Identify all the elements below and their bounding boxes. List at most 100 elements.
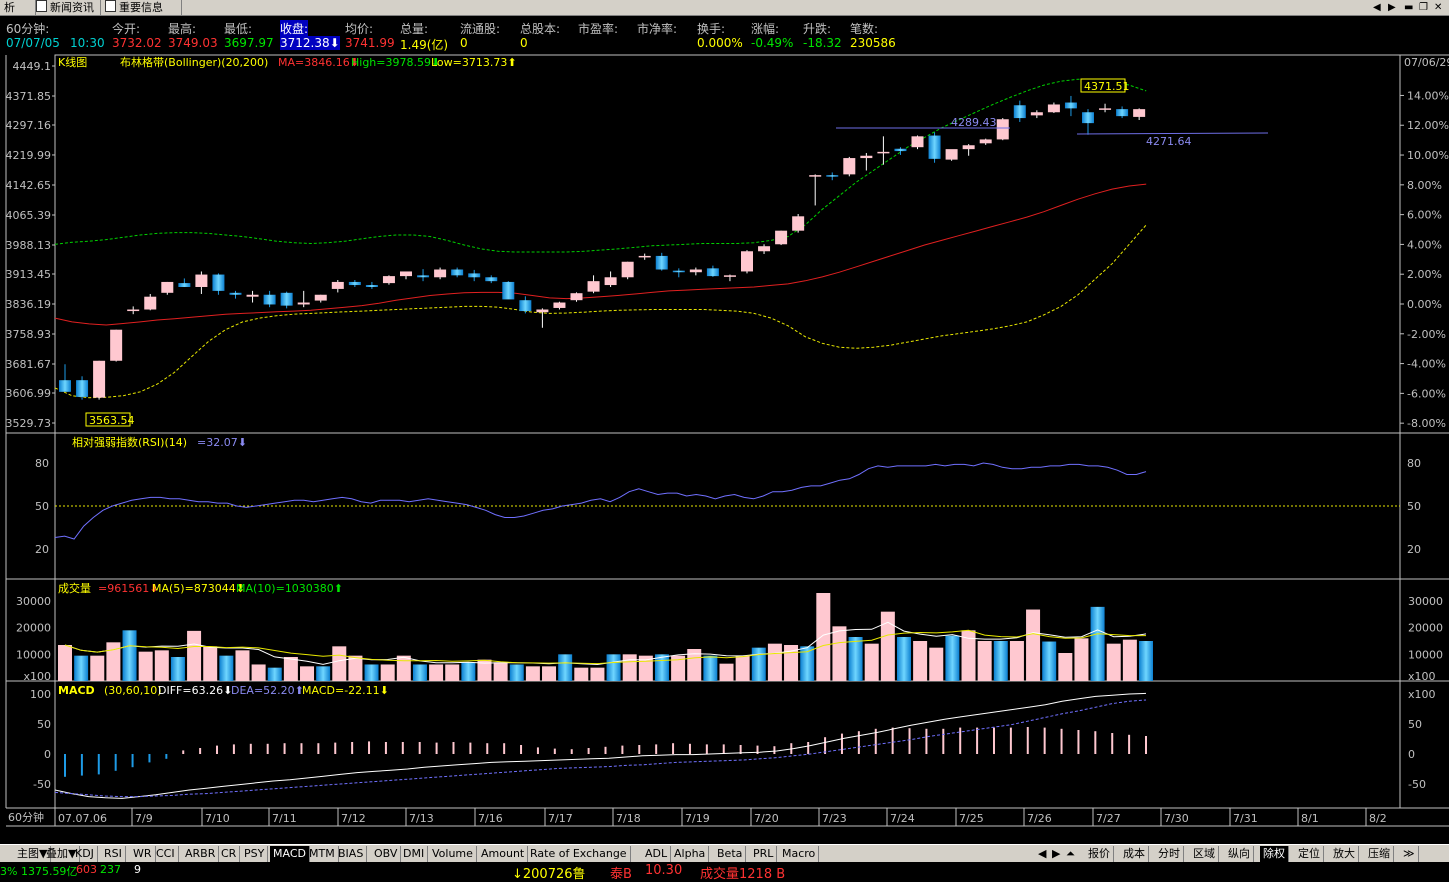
indicator-tab-bias[interactable]: BIAS: [335, 846, 368, 862]
price-tick: 3836.19: [6, 298, 52, 311]
candle-body: [485, 277, 498, 282]
kline-title: K线图: [58, 55, 87, 69]
candle-body: [723, 275, 736, 277]
indicator-tab-volume[interactable]: Volume: [429, 846, 477, 862]
tab-important-info[interactable]: 重要信息: [101, 0, 182, 15]
indicator-tab--[interactable]: 主图▼: [14, 846, 52, 862]
candle-body: [1099, 108, 1112, 110]
horizontal-line-1-label: 4289.43: [951, 116, 997, 129]
scroll-right-icon[interactable]: ▶: [1388, 2, 1396, 13]
volume-bar: [735, 655, 750, 681]
volume-bar: [235, 650, 250, 681]
period-label: 60分钟:: [6, 22, 50, 36]
candle-body: [229, 292, 242, 295]
volume-tick: x100: [23, 670, 51, 683]
chart-area[interactable]: 4449.1 4371.85 4297.16 4219.99 4142.65 4065.3…: [0, 0, 1449, 844]
volume-bar: [1090, 606, 1105, 681]
indicator-tab-cci[interactable]: CCI: [153, 846, 179, 862]
tool-button-0[interactable]: 报价: [1085, 846, 1114, 862]
tab-analysis[interactable]: 析: [0, 0, 36, 15]
candle-body: [246, 294, 259, 297]
indicator-tab-cr[interactable]: CR: [218, 846, 241, 862]
max-price-label: 4371.51: [1084, 80, 1130, 93]
nav-left-icon[interactable]: ◀: [1038, 847, 1047, 860]
boll-ma-value: MA=3846.16⬇: [278, 56, 359, 69]
volume-bar: [1009, 641, 1024, 681]
volume-value: =961561⬇: [98, 582, 158, 595]
indicator-tab-rsi[interactable]: RSI: [101, 846, 126, 862]
candle-body: [536, 309, 549, 313]
price-tick: 3988.13: [6, 239, 52, 252]
volume-title: 成交量: [58, 581, 91, 595]
volume-bar: [961, 630, 976, 681]
rsi-tick-right: 20: [1407, 543, 1421, 556]
indicator-tab-amount[interactable]: Amount: [478, 846, 529, 862]
scroll-left-icon[interactable]: ◀: [1373, 2, 1381, 13]
volume-bar: [880, 611, 895, 681]
macd-tick-right: 50: [1408, 718, 1422, 731]
volume-bar: [493, 662, 508, 681]
restore-icon[interactable]: ❐: [1419, 2, 1428, 13]
close-icon[interactable]: ✕: [1434, 2, 1443, 13]
candle-body: [587, 281, 600, 292]
indicator-tab-macd[interactable]: MACD: [270, 846, 310, 862]
indicator-tab-macro[interactable]: Macro: [779, 846, 820, 862]
candle-body: [280, 292, 293, 306]
tool-button-7[interactable]: 放大: [1330, 846, 1359, 862]
macd-tick: 50: [37, 718, 51, 731]
tool-button-5[interactable]: 除权: [1260, 846, 1289, 862]
tab-news[interactable]: 新闻资讯: [32, 0, 101, 15]
tool-button-3[interactable]: 区域: [1190, 846, 1219, 862]
tool-button-6[interactable]: 定位: [1295, 846, 1324, 862]
more-tools-icon[interactable]: ≫: [1400, 846, 1419, 862]
volume-bar: [1058, 653, 1073, 681]
macd-tick: 0: [44, 748, 51, 761]
horizontal-line-2[interactable]: [1076, 132, 1269, 135]
percent-tick: 10.00%: [1407, 149, 1449, 162]
field-value-10: 0.000%: [697, 36, 743, 50]
indicator-tab-arbr[interactable]: ARBR: [182, 846, 220, 862]
indicator-tab-kdj[interactable]: KDJ: [72, 846, 98, 862]
nav-up-icon[interactable]: ⏶: [1066, 847, 1075, 860]
volume-bar: [170, 657, 185, 681]
price-tick: 3681.67: [6, 358, 52, 371]
indicator-tab-beta[interactable]: Beta: [714, 846, 747, 862]
indicator-tab-adl[interactable]: ADL: [642, 846, 672, 862]
status-up-count: 603: [76, 863, 97, 876]
volume-tick-right: 30000: [1408, 595, 1443, 608]
min-price-label: 3563.54: [89, 414, 135, 427]
field-label-13: 笔数:: [850, 22, 879, 36]
volume-bar: [864, 643, 879, 681]
indicator-tab-alpha[interactable]: Alpha: [671, 846, 710, 862]
rsi-line: [54, 462, 1147, 540]
status-ticker[interactable]: ↓200726鲁: [512, 867, 586, 882]
x-axis-labels: 07.07.06 7/9 7/10 7/11 7/12 7/13 7/16 7/17 7/18 7…: [54, 808, 1387, 826]
candle-body: [843, 158, 856, 175]
candle-body: [502, 281, 515, 300]
bollinger-bands: [54, 78, 1147, 399]
xaxis-label: 7/26: [1027, 812, 1052, 825]
indicator-tab-rate-of-exchange[interactable]: Rate of Exchange: [527, 846, 631, 862]
status-price: 10.30: [645, 863, 683, 878]
volume-bar: [977, 641, 992, 681]
indicator-tab-obv[interactable]: OBV: [371, 846, 402, 862]
price-tick: 4142.65: [6, 179, 52, 192]
indicator-tab--[interactable]: 叠加▼: [43, 846, 81, 862]
tool-button-4[interactable]: 纵向: [1225, 846, 1254, 862]
candle-body: [706, 268, 719, 277]
field-value-12: -18.32: [803, 36, 842, 50]
volume-ma5: MA(5)=873044⬇: [152, 582, 245, 595]
indicator-tab-prl[interactable]: PRL: [750, 846, 778, 862]
indicator-tab-mtm[interactable]: MTM: [306, 846, 339, 862]
tool-button-8[interactable]: 压缩: [1365, 846, 1394, 862]
top-tab-bar: 析 新闻资讯 重要信息 ◀ ▶ ▬ ❐ ✕: [0, 0, 1449, 16]
volume-bar: [606, 654, 621, 681]
volume-bar: [703, 655, 718, 681]
nav-right-icon[interactable]: ▶: [1052, 847, 1061, 860]
tool-button-1[interactable]: 成本: [1120, 846, 1149, 862]
indicator-tab-wr[interactable]: WR: [130, 846, 156, 862]
minimize-icon[interactable]: ▬: [1404, 2, 1414, 13]
tool-button-2[interactable]: 分时: [1155, 846, 1184, 862]
indicator-tab-psy[interactable]: PSY: [241, 846, 269, 862]
indicator-tab-dmi[interactable]: DMI: [400, 846, 429, 862]
